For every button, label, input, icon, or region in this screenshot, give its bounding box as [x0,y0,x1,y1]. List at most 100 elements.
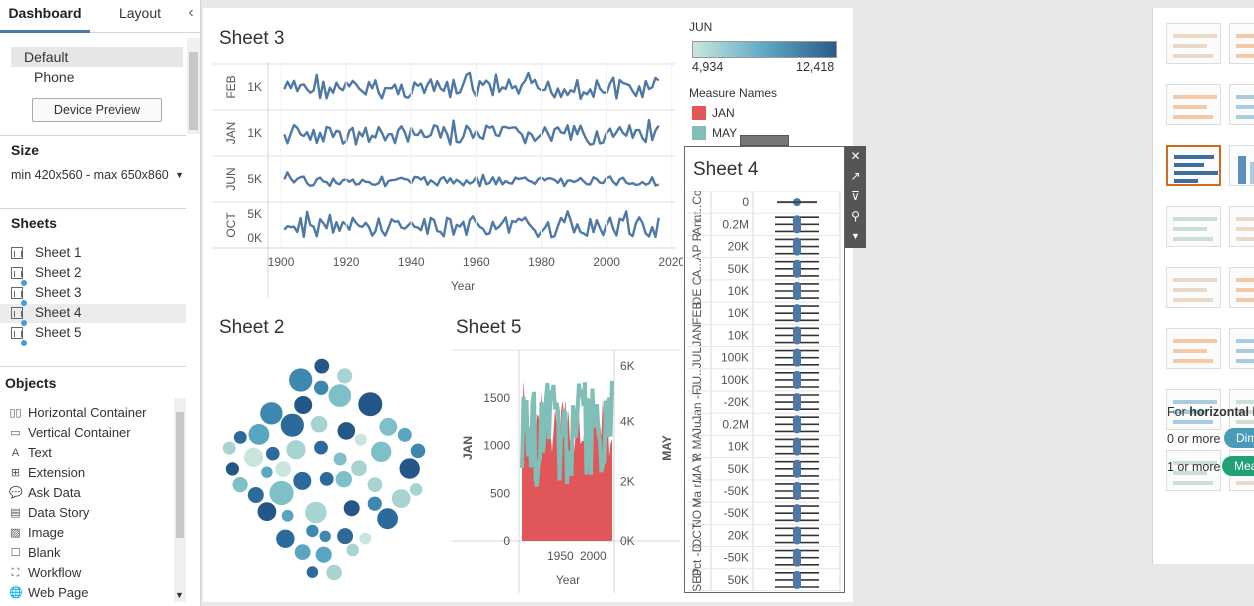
bubble-mark[interactable] [409,442,427,460]
sheet-item-1[interactable]: Sheet 1 [11,243,82,263]
bubble-mark[interactable] [357,391,384,418]
sheet-item-4[interactable]: Sheet 4 [11,303,82,326]
bubble-mark[interactable] [366,476,384,493]
strip-mark[interactable] [793,370,801,389]
sheet-item-2[interactable]: Sheet 2 [11,263,82,286]
object-item-image[interactable]: ▨ Image [9,523,64,543]
more-options-icon[interactable]: ▼ [851,231,860,241]
bubble-mark[interactable] [345,542,360,558]
bubble-mark[interactable] [288,367,314,393]
show-me-circle-views-icon[interactable] [1229,206,1254,247]
bubble-mark[interactable] [265,446,281,462]
show-me-stacked-bars-icon[interactable] [1229,145,1254,186]
bubble-mark[interactable] [260,465,274,479]
bubble-mark[interactable] [366,495,383,512]
line-series-jan[interactable] [283,118,660,146]
bubble-mark[interactable] [292,471,313,491]
go-to-sheet-icon[interactable]: ↗ [850,169,861,183]
bubble-mark[interactable] [242,446,265,468]
scroll-down-icon[interactable]: ▼ [175,590,184,600]
object-item-data-story[interactable]: ▤ Data Story [9,503,89,523]
legend-item-may[interactable]: MAY [692,126,737,140]
line-series-oct[interactable] [283,210,660,239]
tab-dashboard[interactable]: Dashboard [0,0,90,33]
device-preview-button[interactable]: Device Preview [32,98,162,122]
bubble-mark[interactable] [370,440,393,463]
bubble-mark[interactable] [233,430,248,445]
object-item-vertical-container[interactable]: ▭ Vertical Container [9,423,130,443]
strip-mark[interactable] [793,570,801,589]
show-me-scatter-icon[interactable] [1166,389,1221,430]
bubble-mark[interactable] [336,367,354,385]
show-me-filled-map-icon[interactable] [1229,84,1254,125]
objects-scrollbar[interactable]: ▼ [174,398,186,602]
bubble-mark[interactable] [305,565,320,579]
device-scrollbar[interactable] [187,38,200,134]
bubble-mark[interactable] [358,531,373,546]
bubble-mark[interactable] [279,412,305,438]
bubble-mark[interactable] [285,439,307,461]
show-me-histogram-icon[interactable] [1229,389,1254,430]
bubble-mark[interactable] [398,457,421,480]
strip-mark[interactable] [793,326,801,345]
collapse-panel-icon[interactable]: ‹ [188,4,194,21]
strip-mark[interactable] [793,526,801,545]
bubble-mark[interactable] [256,501,278,522]
show-me-text-table-icon[interactable] [1166,23,1221,64]
object-item-ask-data[interactable]: 💬 Ask Data [9,483,81,503]
device-option-phone[interactable]: Phone [34,69,75,85]
bubble-mark[interactable] [259,401,284,426]
bubble-mark[interactable] [247,423,271,446]
strip-mark[interactable] [793,459,801,478]
sheet4-floating[interactable]: Sheet 4 nt..Cou 0 An.. 0.2M AP R 20K A... 50K DE… [684,146,845,593]
show-me-symbol-map-icon[interactable] [1166,84,1221,125]
line-series-jun[interactable] [283,171,660,188]
pin-icon[interactable]: ⚲ [851,209,860,223]
show-me-area-icon[interactable] [1166,328,1221,369]
strip-mark[interactable] [793,215,801,234]
bubble-mark[interactable] [325,563,343,582]
size-dropdown[interactable]: min 420x560 - max 650x860 ▼ [11,166,186,184]
bubble-mark[interactable] [275,528,296,549]
strip-mark[interactable] [793,481,801,501]
show-me-horizontal-bars-icon[interactable] [1166,145,1221,186]
bubble-mark[interactable] [314,545,333,564]
bubble-mark[interactable] [274,460,292,478]
bubble-mark[interactable] [246,486,265,504]
bubble-mark[interactable] [342,499,361,518]
legend-item-jan[interactable]: JAN [692,106,735,120]
bubble-mark[interactable] [336,421,356,441]
close-icon[interactable]: ✕ [850,149,861,163]
bar-series-may[interactable] [520,380,614,487]
device-option-default[interactable]: Default [11,47,183,67]
bubble-mark[interactable] [332,451,348,467]
show-me-treemap-icon[interactable] [1166,206,1221,247]
bubble-mark[interactable] [280,509,295,523]
bubble-mark[interactable] [334,470,353,489]
strip-mark[interactable] [793,304,801,323]
bubble-mark[interactable] [390,488,412,509]
bubble-mark[interactable] [304,500,328,525]
show-me-area-discrete-icon[interactable] [1229,328,1254,369]
bubble-mark[interactable] [313,379,330,396]
bubble-mark[interactable] [305,523,320,538]
object-item-horizontal-container[interactable]: ▯▯ Horizontal Container [9,403,146,423]
bubble-mark[interactable] [293,543,312,561]
filter-icon[interactable]: ⊽ [851,189,860,203]
strip-mark[interactable] [793,415,801,434]
show-me-highlight-table-icon[interactable] [1229,23,1254,64]
bubble-mark[interactable] [293,395,313,415]
show-me-dual-lines-icon[interactable] [1229,267,1254,308]
strip-mark[interactable] [793,281,801,301]
object-item-blank[interactable]: ☐ Blank [9,543,61,563]
bubble-mark[interactable] [376,507,399,530]
bubble-mark[interactable] [378,417,399,437]
bubble-mark[interactable] [313,439,329,456]
object-item-extension[interactable]: ⊞ Extension [9,463,85,483]
bubble-mark[interactable] [354,433,368,447]
show-me-gantt-icon[interactable] [1166,450,1221,491]
bubble-mark[interactable] [318,471,335,487]
bubble-mark[interactable] [224,461,240,477]
bubble-mark[interactable] [231,476,249,494]
strip-mark[interactable] [793,259,801,278]
